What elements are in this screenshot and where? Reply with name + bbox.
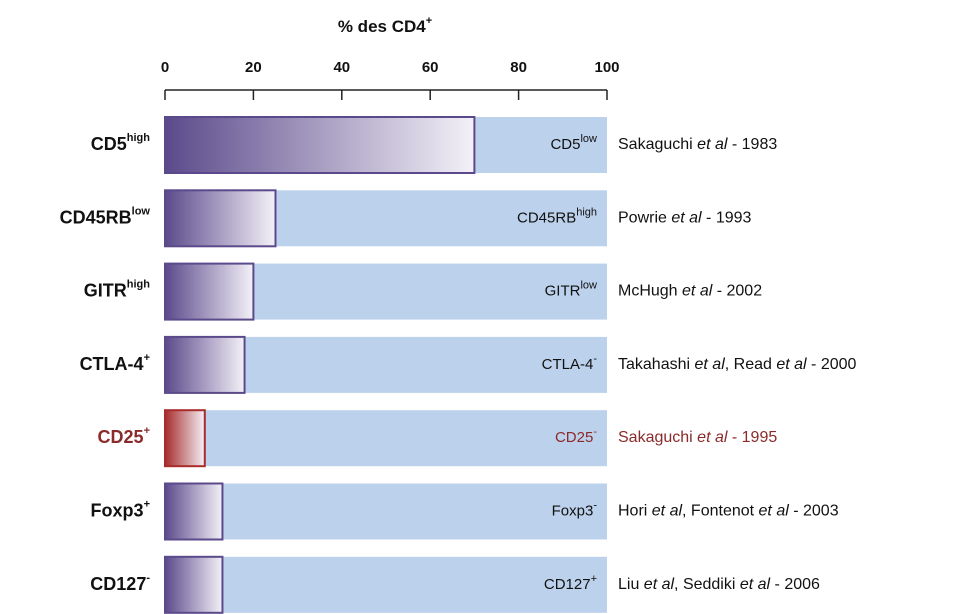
reference-part: et al <box>697 136 728 153</box>
complement-label: CD45RBhigh <box>517 206 597 226</box>
category-sup: + <box>144 352 150 364</box>
reference-part: , Seddiki <box>674 576 740 593</box>
category-text: CD5 <box>91 134 127 154</box>
bar <box>164 335 246 394</box>
reference-part: - 1983 <box>727 136 777 153</box>
reference: Takahashi et al, Read et al - 2000 <box>618 356 857 373</box>
reference: Hori et al, Fontenot et al - 2003 <box>618 503 839 520</box>
category-label: CTLA-4+ <box>80 352 150 374</box>
reference-part: - 2003 <box>789 503 839 520</box>
complement-sup: - <box>593 499 597 511</box>
category-text: CD25 <box>98 427 144 447</box>
complement-text: CD127 <box>544 576 591 593</box>
category-text: Foxp3 <box>91 500 144 520</box>
reference-part: Sakaguchi <box>618 429 697 446</box>
title-text: % des CD4 <box>338 17 426 36</box>
reference-part: - 1993 <box>702 210 752 227</box>
reference-part: , Fontenot <box>682 503 759 520</box>
reference-part: McHugh <box>618 283 682 300</box>
category-text: GITR <box>84 280 127 300</box>
category-sup: high <box>127 279 150 291</box>
reference-part: et al <box>695 356 726 373</box>
reference-part: - 1995 <box>727 429 777 446</box>
complement-text: GITR <box>545 283 581 300</box>
category-label: GITRhigh <box>84 279 150 301</box>
x-tick-label: 40 <box>333 59 350 76</box>
reference: Powrie et al - 1993 <box>618 210 752 227</box>
reference-part: et al <box>652 503 683 520</box>
reference-part: et al <box>740 576 771 593</box>
complement-sup: high <box>576 206 597 218</box>
complement-text: CD45RB <box>517 209 576 226</box>
x-tick-label: 100 <box>594 59 619 76</box>
complement-text: CTLA-4 <box>542 356 594 373</box>
reference: Sakaguchi et al - 1983 <box>618 136 777 153</box>
reference-part: - 2002 <box>712 283 762 300</box>
background-bar <box>165 410 607 467</box>
complement-label: CTLA-4- <box>542 353 598 373</box>
reference-part: Powrie <box>618 210 671 227</box>
complement-sup: - <box>593 353 597 365</box>
x-tick-label: 0 <box>161 59 169 76</box>
reference-part: Hori <box>618 503 652 520</box>
x-tick-label: 60 <box>422 59 439 76</box>
reference-part: - 2006 <box>770 576 820 593</box>
reference: McHugh et al - 2002 <box>618 283 762 300</box>
background-bar <box>165 556 607 613</box>
category-label: CD25+ <box>98 425 150 447</box>
category-label: CD5high <box>91 132 151 154</box>
complement-sup: - <box>593 426 597 438</box>
category-sup: high <box>127 132 150 144</box>
category-sup: + <box>144 425 150 437</box>
bar <box>164 116 476 174</box>
category-label: CD127- <box>90 572 150 594</box>
complement-label: GITRlow <box>545 280 597 300</box>
chart-title: % des CD4+ <box>338 15 432 37</box>
reference-part: et al <box>697 429 728 446</box>
bar <box>164 189 277 248</box>
category-sup: low <box>132 205 151 217</box>
complement-label: CD25- <box>555 426 597 446</box>
reference-part: et al <box>759 503 790 520</box>
reference-part: et al <box>776 356 807 373</box>
complement-text: CD5 <box>550 136 580 153</box>
reference-part: et al <box>671 210 702 227</box>
bar <box>164 262 255 321</box>
bar <box>164 555 224 614</box>
reference-part: - 2000 <box>807 356 857 373</box>
category-text: CD127 <box>90 574 146 594</box>
complement-sup: + <box>591 573 597 585</box>
reference: Sakaguchi et al - 1995 <box>618 429 777 446</box>
category-label: Foxp3+ <box>91 498 150 520</box>
x-tick-label: 80 <box>510 59 527 76</box>
reference-part: et al <box>644 576 675 593</box>
complement-text: Foxp3 <box>552 502 594 519</box>
category-label: CD45RBlow <box>60 205 151 227</box>
complement-label: CD127+ <box>544 573 597 593</box>
bar <box>164 482 224 541</box>
complement-text: CD25 <box>555 429 593 446</box>
reference-part: Takahashi <box>618 356 695 373</box>
category-sup: - <box>146 572 150 584</box>
complement-sup: low <box>580 280 597 292</box>
reference: Liu et al, Seddiki et al - 2006 <box>618 576 820 593</box>
bar <box>164 409 206 468</box>
complement-label: CD5low <box>550 133 597 153</box>
x-tick-label: 20 <box>245 59 262 76</box>
reference-part: Sakaguchi <box>618 136 697 153</box>
reference-part: et al <box>682 283 713 300</box>
reference-part: , Read <box>725 356 777 373</box>
category-sup: + <box>144 498 150 510</box>
title-sup: + <box>426 15 432 27</box>
category-text: CTLA-4 <box>80 354 144 374</box>
category-text: CD45RB <box>60 207 132 227</box>
background-bar <box>165 483 607 540</box>
complement-sup: low <box>580 133 597 145</box>
complement-label: Foxp3- <box>552 499 598 519</box>
reference-part: Liu <box>618 576 644 593</box>
